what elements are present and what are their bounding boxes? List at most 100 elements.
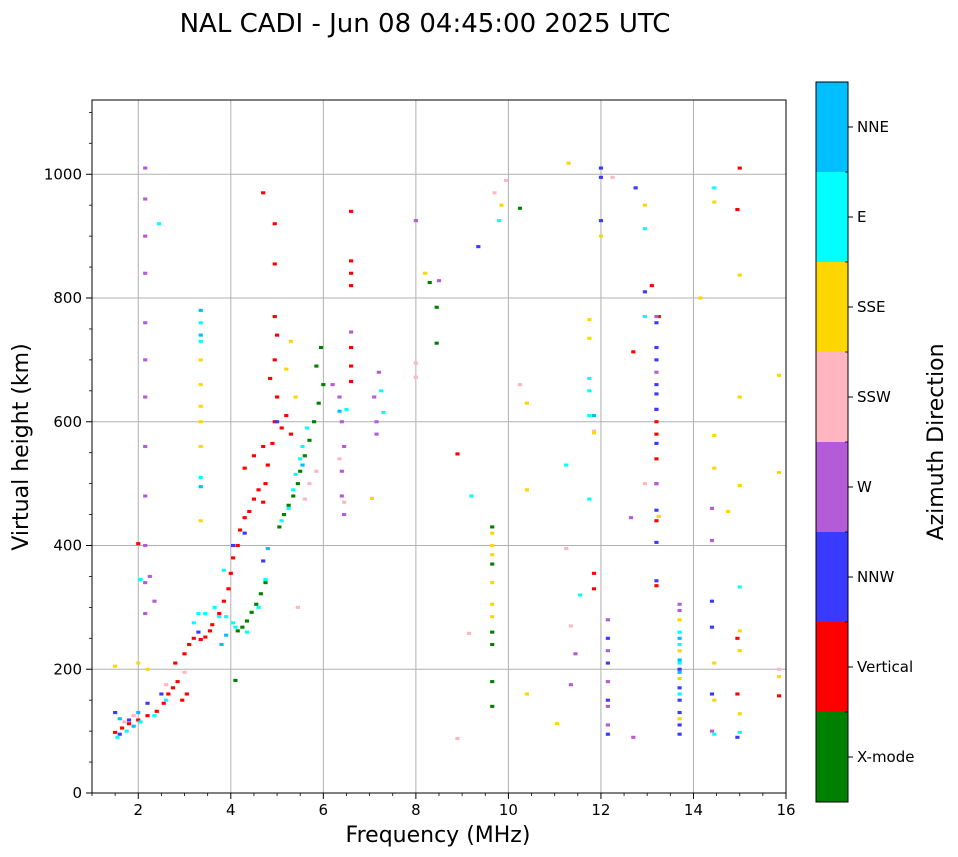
data-point bbox=[492, 191, 497, 195]
data-point bbox=[677, 723, 682, 727]
colorbar-segment bbox=[816, 262, 848, 352]
data-point bbox=[207, 629, 213, 633]
data-point bbox=[649, 284, 654, 288]
data-point bbox=[298, 469, 303, 473]
data-point bbox=[212, 605, 217, 609]
data-point bbox=[712, 466, 717, 470]
data-point bbox=[242, 531, 247, 535]
data-point bbox=[198, 475, 203, 479]
data-point bbox=[587, 336, 592, 340]
data-point bbox=[709, 729, 715, 733]
data-point bbox=[776, 373, 782, 377]
data-point bbox=[314, 364, 319, 368]
data-point bbox=[677, 608, 682, 613]
data-point bbox=[455, 452, 460, 456]
data-point bbox=[291, 488, 296, 492]
y-tick-label: 200 bbox=[53, 660, 82, 678]
data-point bbox=[654, 482, 659, 486]
data-point bbox=[631, 350, 636, 354]
data-point bbox=[210, 623, 215, 627]
series-nne bbox=[117, 308, 682, 728]
data-point bbox=[677, 636, 682, 640]
data-point bbox=[143, 543, 148, 548]
data-point bbox=[490, 602, 495, 606]
data-point bbox=[113, 664, 118, 668]
data-point bbox=[291, 494, 296, 498]
colorbar-segment bbox=[816, 172, 848, 262]
data-point bbox=[263, 482, 268, 486]
data-point bbox=[737, 395, 742, 399]
data-point bbox=[605, 661, 610, 665]
data-point bbox=[490, 642, 495, 647]
data-point bbox=[735, 207, 740, 212]
series-vertical bbox=[113, 166, 782, 734]
plot-area: 2 4 6 8 10 12 14 16 0 200 400 600 800 1000 bbox=[44, 99, 796, 819]
data-point bbox=[217, 615, 222, 619]
x-tick-label: 2 bbox=[133, 801, 143, 819]
data-point bbox=[277, 525, 282, 529]
data-point bbox=[175, 680, 180, 684]
data-point bbox=[654, 407, 659, 411]
data-point bbox=[258, 592, 263, 596]
plot-background bbox=[92, 100, 786, 793]
data-point bbox=[145, 714, 150, 718]
data-point bbox=[235, 543, 240, 548]
data-point bbox=[235, 629, 240, 633]
data-point bbox=[712, 661, 717, 665]
data-point bbox=[237, 528, 243, 532]
series-sse bbox=[113, 161, 782, 726]
data-point bbox=[136, 711, 141, 715]
data-point bbox=[274, 333, 280, 337]
data-point bbox=[654, 432, 659, 436]
colorbar-segment bbox=[816, 352, 848, 442]
data-point bbox=[217, 612, 222, 616]
data-point bbox=[349, 330, 354, 334]
data-point bbox=[265, 463, 270, 467]
data-point bbox=[318, 345, 324, 350]
data-point bbox=[642, 290, 647, 294]
x-tick-label: 8 bbox=[411, 801, 421, 819]
data-point bbox=[466, 631, 472, 635]
y-tick-label: 0 bbox=[72, 784, 82, 802]
y-tick-label: 1000 bbox=[44, 165, 82, 183]
data-point bbox=[198, 339, 203, 343]
data-point bbox=[265, 547, 270, 551]
data-point bbox=[198, 519, 203, 523]
data-point bbox=[610, 175, 615, 179]
data-point bbox=[288, 339, 294, 343]
data-point bbox=[143, 612, 148, 616]
data-point bbox=[587, 376, 592, 380]
data-point bbox=[263, 581, 268, 585]
data-point bbox=[293, 395, 298, 399]
data-point bbox=[187, 642, 192, 647]
x-tick-label: 6 bbox=[319, 801, 329, 819]
data-point bbox=[145, 701, 150, 705]
data-point bbox=[677, 658, 682, 662]
data-point bbox=[198, 638, 203, 642]
data-point bbox=[349, 345, 354, 350]
data-point bbox=[677, 649, 682, 653]
data-point bbox=[490, 531, 495, 535]
data-point bbox=[735, 735, 740, 739]
data-point bbox=[344, 407, 349, 411]
data-point bbox=[587, 497, 592, 501]
data-point bbox=[191, 636, 196, 640]
x-axis-label: Frequency (MHz) bbox=[346, 823, 531, 848]
data-point bbox=[605, 704, 610, 708]
data-point bbox=[251, 454, 257, 458]
data-point bbox=[284, 414, 289, 418]
data-point bbox=[231, 556, 236, 560]
data-point bbox=[628, 516, 634, 520]
data-point bbox=[330, 383, 335, 387]
data-point bbox=[221, 568, 226, 572]
data-point bbox=[143, 197, 148, 201]
data-point bbox=[226, 587, 231, 591]
data-point bbox=[631, 735, 636, 739]
data-point bbox=[712, 433, 717, 437]
colorbar-segment bbox=[816, 622, 848, 712]
data-point bbox=[163, 683, 169, 687]
data-point bbox=[272, 420, 277, 424]
data-point bbox=[605, 649, 610, 653]
x-tick-label: 12 bbox=[591, 801, 610, 819]
